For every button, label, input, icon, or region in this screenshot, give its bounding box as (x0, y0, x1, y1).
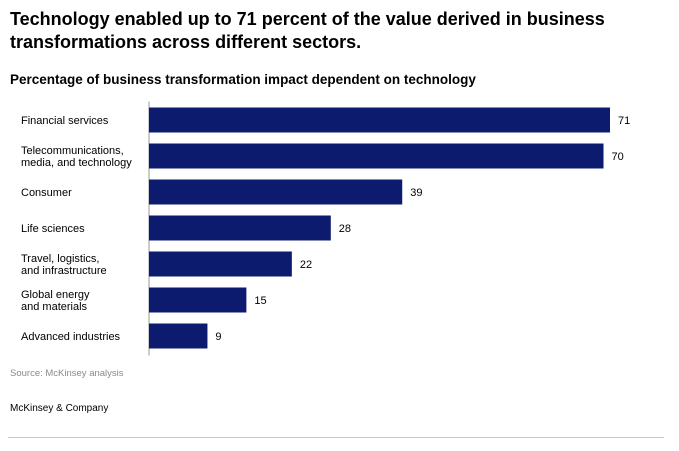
bar (149, 107, 610, 133)
category-label-line: Financial services (21, 115, 109, 127)
category-label: Travel, logistics, and infrastructure (21, 253, 107, 277)
brand-name: McKinsey & Company (10, 403, 109, 414)
category-label-line: Consumer (21, 187, 72, 199)
data-label: 70 (612, 151, 624, 163)
category-label-line: Life sciences (21, 223, 85, 235)
category-label: Global energy and materials (21, 289, 90, 313)
bar (149, 251, 292, 277)
category-label: Consumer (21, 187, 72, 199)
category-label-line: Advanced industries (21, 331, 121, 343)
bar (149, 287, 247, 313)
category-label: Telecommunications, media, and technology (21, 145, 132, 169)
footer-divider (8, 437, 664, 438)
bar (149, 215, 331, 241)
category-label: Life sciences (21, 223, 85, 235)
category-label-line: Global energy (21, 289, 90, 301)
category-label: Advanced industries (21, 331, 121, 343)
data-label: 9 (215, 331, 221, 343)
category-label: Financial services (21, 115, 109, 127)
category-label-line: media, and technology (21, 157, 132, 169)
category-label-line: Travel, logistics, (21, 253, 99, 265)
bars-layer: 71 Financial services 70 Telecommunications… (21, 101, 630, 356)
bar (149, 323, 208, 349)
data-label: 15 (254, 295, 266, 307)
category-label-line: and materials (21, 301, 88, 313)
data-label: 28 (339, 223, 351, 235)
data-label: 39 (410, 187, 422, 199)
category-label-line: Telecommunications, (21, 145, 124, 157)
source-note: Source: McKinsey analysis (10, 368, 124, 379)
bar (149, 143, 604, 169)
chart-title: Technology enabled up to 71 percent of t… (10, 9, 605, 52)
bar (149, 179, 403, 205)
category-label-line: and infrastructure (21, 265, 107, 277)
chart-subtitle: Percentage of business transformation im… (10, 72, 476, 87)
data-label: 71 (618, 115, 630, 127)
data-label: 22 (300, 259, 312, 271)
